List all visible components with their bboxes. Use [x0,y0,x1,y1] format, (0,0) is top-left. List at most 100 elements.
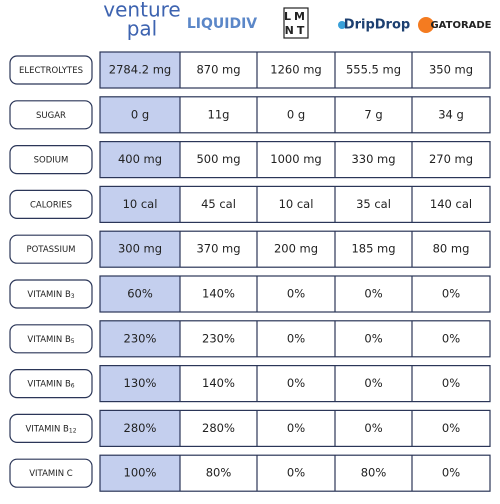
brand-name: NT [285,24,308,37]
cell-value: 0% [287,287,305,301]
row-label-pill [9,458,93,488]
logo-box [283,7,309,39]
cell-value: 10 cal [123,197,158,211]
cell-value: 130% [124,376,157,390]
cell-value: 0% [442,287,460,301]
cell-value: 0% [442,421,460,435]
cell-value: 870 mg [196,63,240,77]
cell-value: 2784.2 mg [109,63,171,77]
cell-value: 140% [202,376,235,390]
cell-value: 230% [124,331,157,345]
row-label-text: SUGAR [36,110,66,120]
row-border [99,320,491,358]
cell-value: 60% [127,287,153,301]
brand-name: LIQUIDIV [187,16,257,32]
row-label: SODIUM [34,155,69,165]
row-border [99,141,491,179]
brand-name: venture [103,0,180,22]
row-label-pill [9,413,93,443]
cell-value: 35 cal [356,197,391,211]
highlight-cell [100,455,180,492]
brand-name: DripDrop [344,18,410,33]
cell-value: 0% [442,466,460,480]
highlight-cell [100,276,180,312]
cell-value: 0% [364,376,382,390]
cell-value: 0% [364,421,382,435]
row-border [99,230,491,268]
row-label-pill [9,234,93,264]
row-label-text: VITAMIN B [27,334,71,344]
cell-value: 0% [287,466,305,480]
cell-value: 45 cal [201,197,236,211]
row-label: VITAMIN B3 [27,290,74,300]
row-label-text: SODIUM [34,155,69,165]
cell-value: 500 mg [196,152,240,166]
cell-value: 0 g [287,107,305,121]
cell-value: 80 mg [433,242,470,256]
row-label-pill [9,324,93,354]
row-label: VITAMIN C [29,469,73,479]
row-label-pill [9,100,93,130]
cell-value: 0% [287,421,305,435]
logo-mark [338,21,346,29]
row-label-text: VITAMIN B [27,379,71,389]
row-label-pill [9,55,93,85]
row-label-subscript: 5 [71,337,75,344]
row-border [99,51,491,89]
cell-value: 330 mg [351,152,395,166]
cell-value: 80% [361,466,387,480]
row-label: VITAMIN B5 [27,334,74,344]
row-label-subscript: 6 [71,382,75,389]
highlight-cell [100,320,180,357]
row-label-text: VITAMIN B [27,290,71,300]
row-border [99,96,491,134]
cell-value: 7 g [364,107,382,121]
cell-value: 230% [202,331,235,345]
row-label-text: VITAMIN B [25,424,69,434]
cell-value: 0% [364,331,382,345]
row-label: ELECTROLYTES [19,66,83,76]
cell-value: 280% [202,421,235,435]
logo-mark [418,17,434,33]
cell-value: 0 g [131,107,149,121]
row-border [99,185,491,223]
row-label-text: POTASSIUM [26,245,75,255]
row-border [99,275,491,313]
row-label-pill [9,369,93,399]
row-label: CALORIES [30,200,72,210]
row-label: VITAMIN B12 [25,424,76,434]
highlight-cell [100,410,180,447]
row-label: SUGAR [36,110,66,120]
cell-value: 10 cal [279,197,314,211]
row-label-text: VITAMIN C [29,469,73,479]
brand-name: GATORADE [430,20,491,31]
row-label-pill [9,189,93,219]
cell-value: 555.5 mg [346,63,401,77]
cell-value: 400 mg [118,152,162,166]
row-label-pill [9,145,93,175]
cell-value: 0% [442,331,460,345]
cell-value: 0% [364,287,382,301]
cell-value: 100% [124,466,157,480]
cell-value: 0% [287,376,305,390]
cell-value: 370 mg [196,242,240,256]
highlight-cell [100,186,180,223]
row-border [99,409,491,447]
row-label-text: ELECTROLYTES [19,66,83,76]
cell-value: 300 mg [118,242,162,256]
highlight-cell [100,96,180,133]
row-label-subscript: 12 [69,427,77,434]
highlight-cell [100,231,180,268]
row-label: VITAMIN B6 [27,379,74,389]
cell-value: 80% [206,466,232,480]
cell-value: 140% [202,287,235,301]
highlight-cell [100,141,180,178]
cell-value: 1000 mg [270,152,321,166]
cell-value: 11g [208,107,230,121]
highlight-cell [100,52,180,88]
cell-value: 0% [287,331,305,345]
cell-value: 350 mg [429,63,473,77]
row-label: POTASSIUM [26,245,75,255]
